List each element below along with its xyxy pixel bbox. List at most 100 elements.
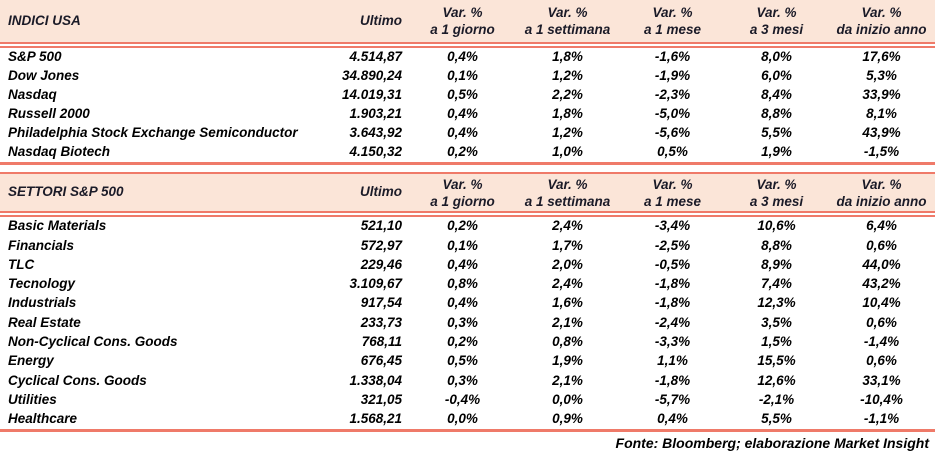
var-percent-value: -0,4% — [444, 391, 481, 407]
var-percent-value: 17,6% — [862, 49, 901, 65]
row-name: Cyclical Cons. Goods — [8, 372, 147, 388]
var-percent-value: 1,9% — [761, 144, 792, 160]
var-percent-value: 1,8% — [552, 49, 583, 65]
var-header-line1: Var. % — [652, 5, 693, 20]
table-row: S&P 500 4.514,87 0,4% 1,8% -1,6% 8,0% 17,6% — [0, 48, 935, 67]
column-header-var-inizio-anno: Var. % da inizio anno — [828, 176, 935, 210]
ultimo-value: 1.903,21 — [349, 106, 402, 122]
var-percent-value: 2,0% — [552, 256, 583, 272]
var-percent-value: 8,9% — [761, 256, 792, 272]
var-percent-value: 0,6% — [866, 237, 897, 253]
table-row: Real Estate 233,73 0,3% 2,1% -2,4% 3,5% 0,6% — [0, 313, 935, 332]
var-percent-value: 12,6% — [757, 372, 796, 388]
var-percent-value: 1,2% — [552, 68, 583, 84]
var-percent-value: 2,4% — [552, 218, 583, 234]
table-row: Nasdaq 14.019,31 0,5% 2,2% -2,3% 8,4% 33,9% — [0, 86, 935, 105]
var-percent-value: -1,8% — [654, 372, 691, 388]
table-row: TLC 229,46 0,4% 2,0% -0,5% 8,9% 44,0% — [0, 256, 935, 275]
var-percent-value: 0,3% — [447, 314, 478, 330]
var-percent-value: -3,3% — [654, 334, 691, 349]
row-name: Real Estate — [8, 314, 81, 330]
var-percent-value: 0,4% — [447, 125, 478, 141]
settori-sp500-table-body: Basic Materials 521,10 0,2% 2,4% -3,4% 10,6% 6… — [0, 217, 935, 429]
ultimo-value: 321,05 — [360, 391, 402, 407]
column-header-ultimo: Ultimo — [360, 12, 402, 28]
var-percent-value: 44,0% — [862, 256, 901, 272]
var-header-line2: a 1 settimana — [524, 193, 611, 209]
var-percent-value: -1,5% — [863, 144, 900, 160]
column-header-var-1-giorno: Var. % a 1 giorno — [410, 176, 515, 210]
var-header-line2: a 1 mese — [643, 22, 702, 37]
table-row: Dow Jones 34.890,24 0,1% 1,2% -1,9% 6,0% 5,3% — [0, 67, 935, 86]
var-header-line1: Var. % — [547, 176, 588, 192]
table-row: Non-Cyclical Cons. Goods 768,11 0,2% 0,8% -3… — [0, 333, 935, 352]
row-name: Philadelphia Stock Exchange Semiconducto… — [8, 125, 298, 141]
ultimo-value: 917,54 — [360, 295, 402, 311]
var-percent-value: 0,0% — [447, 411, 478, 427]
var-percent-value: 0,6% — [866, 353, 897, 369]
table-row: Financials 572,97 0,1% 1,7% -2,5% 8,8% 0,6% — [0, 236, 935, 255]
ultimo-value: 676,45 — [360, 353, 402, 369]
var-percent-value: -5,0% — [654, 106, 691, 122]
table-row: Basic Materials 521,10 0,2% 2,4% -3,4% 10,6% 6… — [0, 217, 935, 236]
var-percent-value: 8,8% — [761, 237, 792, 253]
var-percent-value: 33,1% — [862, 372, 901, 388]
column-header-var-1-settimana: Var. % a 1 settimana — [515, 176, 620, 210]
var-percent-value: -2,1% — [758, 391, 795, 407]
row-name: TLC — [8, 256, 35, 272]
var-percent-value: 1,7% — [552, 237, 583, 253]
var-header-line1: Var. % — [652, 176, 693, 192]
var-percent-value: 6,0% — [761, 68, 792, 84]
var-header-line2: a 1 mese — [643, 193, 702, 209]
table-row: Cyclical Cons. Goods 1.338,04 0,3% 2,1% -1,8… — [0, 371, 935, 390]
ultimo-value: 521,10 — [360, 218, 402, 234]
row-name: Russell 2000 — [8, 106, 90, 122]
var-percent-value: 2,4% — [552, 276, 583, 292]
var-header-line1: Var. % — [861, 5, 902, 20]
var-percent-value: -1,6% — [654, 49, 691, 65]
var-header-line1: Var. % — [547, 5, 588, 20]
var-percent-value: 43,9% — [862, 125, 901, 141]
row-name: Nasdaq — [8, 87, 57, 103]
row-name: Basic Materials — [8, 218, 107, 234]
var-percent-value: 0,2% — [447, 334, 478, 349]
column-header-ultimo: Ultimo — [360, 184, 402, 200]
var-header-line2: a 3 mesi — [749, 22, 804, 37]
row-name: Healthcare — [8, 411, 78, 427]
header-double-divider — [0, 211, 935, 217]
ultimo-value: 1.568,21 — [349, 411, 402, 427]
var-percent-value: 1,0% — [552, 144, 583, 160]
var-percent-value: 0,4% — [447, 106, 478, 122]
table-title: SETTORI S&P 500 — [8, 184, 124, 200]
var-percent-value: 0,4% — [447, 295, 478, 311]
var-percent-value: 8,1% — [866, 106, 897, 122]
table-title: INDICI USA — [8, 12, 81, 28]
ultimo-value: 4.150,32 — [349, 144, 402, 160]
table-row: Industrials 917,54 0,4% 1,6% -1,8% 12,3% 10,4% — [0, 294, 935, 313]
table-row: Nasdaq Biotech 4.150,32 0,2% 1,0% 0,5% 1,9% -1… — [0, 143, 935, 162]
ultimo-value: 14.019,31 — [341, 87, 402, 103]
ultimo-value: 3.109,67 — [349, 276, 402, 292]
table-row: Philadelphia Stock Exchange Semiconducto… — [0, 124, 935, 143]
table-bottom-line — [0, 162, 935, 165]
column-header-var-1-giorno: Var. % a 1 giorno — [410, 4, 515, 38]
var-percent-value: 7,4% — [761, 276, 792, 292]
var-percent-value: 1,8% — [552, 106, 583, 122]
ultimo-value: 233,73 — [360, 314, 402, 330]
row-name: S&P 500 — [8, 49, 62, 65]
var-header-line2: da inizio anno — [836, 193, 927, 209]
settori-sp500-header-row: SETTORI S&P 500 Ultimo Var. % a 1 giorno… — [0, 174, 935, 211]
column-header-var-3-mesi: Var. % a 3 mesi — [725, 4, 828, 38]
var-header-line2: a 1 giorno — [430, 193, 495, 209]
var-percent-value: 5,5% — [761, 125, 792, 141]
column-header-var-inizio-anno: Var. % da inizio anno — [828, 4, 935, 38]
var-header-line2: a 1 settimana — [524, 22, 611, 37]
tables-gap — [0, 165, 935, 172]
var-header-line1: Var. % — [756, 176, 797, 192]
var-percent-value: 0,8% — [447, 276, 478, 292]
row-name: Non-Cyclical Cons. Goods — [8, 334, 178, 349]
source-note: Fonte: Bloomberg; elaborazione Market In… — [615, 435, 929, 452]
var-percent-value: 0,1% — [447, 68, 478, 84]
var-percent-value: 0,0% — [552, 391, 583, 407]
